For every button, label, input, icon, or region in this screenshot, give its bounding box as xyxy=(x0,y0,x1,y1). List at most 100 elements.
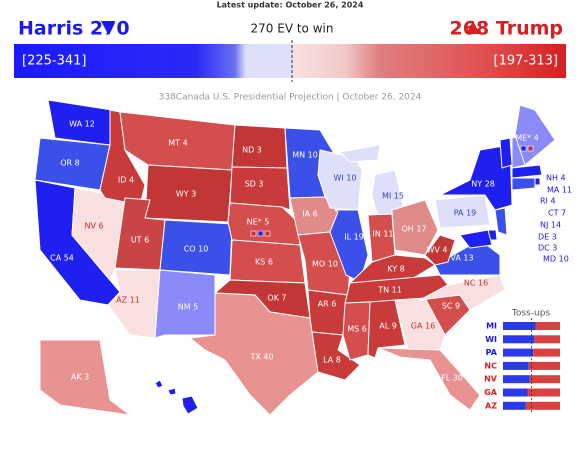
toss-dem-bar xyxy=(503,348,534,357)
state-label: UT 6 xyxy=(131,236,149,245)
toss-dem-bar xyxy=(503,375,530,384)
state-label: MO 10 xyxy=(312,260,338,269)
rep-total: 268 Trump xyxy=(450,18,563,40)
state-label: NC 16 xyxy=(464,279,488,288)
state-label: HI 4 xyxy=(165,405,181,414)
state-label: NJ 14 xyxy=(540,221,561,230)
state-label: VT 3 xyxy=(483,141,501,150)
state-label: AZ 11 xyxy=(116,296,140,305)
toss-state: GA xyxy=(484,388,498,397)
projection-bar xyxy=(14,44,566,78)
state-label: WI 10 xyxy=(334,174,357,183)
state-label: GA 16 xyxy=(411,322,435,331)
state-label: IL 19 xyxy=(344,233,364,242)
state-label: NM 5 xyxy=(178,303,199,312)
state xyxy=(342,301,371,361)
state-label: OH 17 xyxy=(401,225,426,234)
toss-dem-bar xyxy=(503,335,535,344)
state xyxy=(307,289,349,336)
district-box xyxy=(527,145,534,152)
toss-dem-bar xyxy=(503,322,536,330)
state xyxy=(439,144,513,211)
state xyxy=(434,194,491,229)
state xyxy=(424,234,456,266)
state-label: WA 12 xyxy=(69,120,95,129)
rep-range: [197-313] xyxy=(494,54,558,69)
state-label: AR 6 xyxy=(318,300,337,309)
state-label: SD 3 xyxy=(245,180,264,189)
state-label: SC 9 xyxy=(442,302,460,311)
toss-rep-bar xyxy=(525,401,560,410)
toss-dem-bar xyxy=(503,361,529,370)
state xyxy=(229,166,291,211)
state-label: MI 15 xyxy=(382,192,404,201)
toss-state: MI xyxy=(486,322,497,331)
state-label: MA 11 xyxy=(547,186,572,195)
state-label: NE* 5 xyxy=(247,218,270,227)
state xyxy=(494,207,508,236)
toss-rep-bar xyxy=(535,322,560,330)
state-label: KS 6 xyxy=(255,258,273,267)
rep-arrow xyxy=(466,21,480,34)
dem-arrow xyxy=(101,21,115,34)
state xyxy=(511,177,536,191)
toss-rep-bar xyxy=(527,388,560,397)
state-label: VA 13 xyxy=(450,254,473,263)
state-label: CA 54 xyxy=(50,254,74,263)
state xyxy=(39,339,131,416)
state-label: OK 7 xyxy=(267,294,286,303)
states xyxy=(34,99,556,416)
state xyxy=(154,269,216,339)
district-box xyxy=(520,145,527,152)
dem-total: Harris 270 xyxy=(18,18,130,40)
state-label: WV 4 xyxy=(426,246,447,255)
toss-ups: Toss-ups MI WI PA NC NV GA AZ xyxy=(484,309,560,414)
state-label: NH 4 xyxy=(546,174,566,183)
state xyxy=(534,177,541,186)
state-label: ND 3 xyxy=(242,146,262,155)
state-label: TX 40 xyxy=(249,353,273,362)
state-label: KY 8 xyxy=(387,265,404,274)
state xyxy=(154,379,199,415)
threshold: 270 EV to win xyxy=(251,22,334,36)
state-label: IN 11 xyxy=(372,230,393,239)
state xyxy=(511,164,543,179)
toss-state: PA xyxy=(486,348,498,357)
state-label: ME* 4 xyxy=(515,134,539,143)
state-label: TN 11 xyxy=(377,286,402,295)
toss-rep-bar xyxy=(529,375,560,384)
subtitle: 338Canada U.S. Presidential Projection |… xyxy=(159,93,422,103)
toss-dem-bar xyxy=(503,388,528,397)
toss-rep-bar xyxy=(533,348,560,357)
state xyxy=(391,199,439,256)
state-label: RI 4 xyxy=(540,197,556,206)
state-label: NY 28 xyxy=(471,180,495,189)
state-label: CO 10 xyxy=(184,245,209,254)
state-label: FL 30 xyxy=(441,374,463,383)
district-box xyxy=(250,230,257,237)
state xyxy=(329,209,369,283)
state-label: AK 3 xyxy=(71,373,89,382)
toss-state: NV xyxy=(484,375,498,384)
toss-dem-bar xyxy=(503,401,526,410)
state-labels: WA 12 OR 8 CA 54 NV 6 ID 4 MT 4 WY 3 UT 6 AZ 11 C… xyxy=(50,120,572,414)
toss-rep-bar xyxy=(528,361,560,370)
state-label: CT 7 xyxy=(548,209,566,218)
state-label: LA 8 xyxy=(323,356,341,365)
state-label: IA 6 xyxy=(302,210,317,219)
state xyxy=(377,347,481,411)
state-label: MT 4 xyxy=(168,139,187,148)
state xyxy=(419,274,506,311)
state-label: MS 6 xyxy=(347,325,367,334)
dem-range: [225-341] xyxy=(22,54,86,69)
state xyxy=(189,292,319,416)
toss-state: AZ xyxy=(485,401,497,410)
state-label: OR 8 xyxy=(60,159,80,168)
update: Latest update: October 26, 2024 xyxy=(217,1,364,10)
district-box xyxy=(264,230,271,237)
toss-title: Toss-ups xyxy=(511,309,551,319)
state-label: NV 6 xyxy=(84,222,103,231)
state xyxy=(499,137,513,169)
